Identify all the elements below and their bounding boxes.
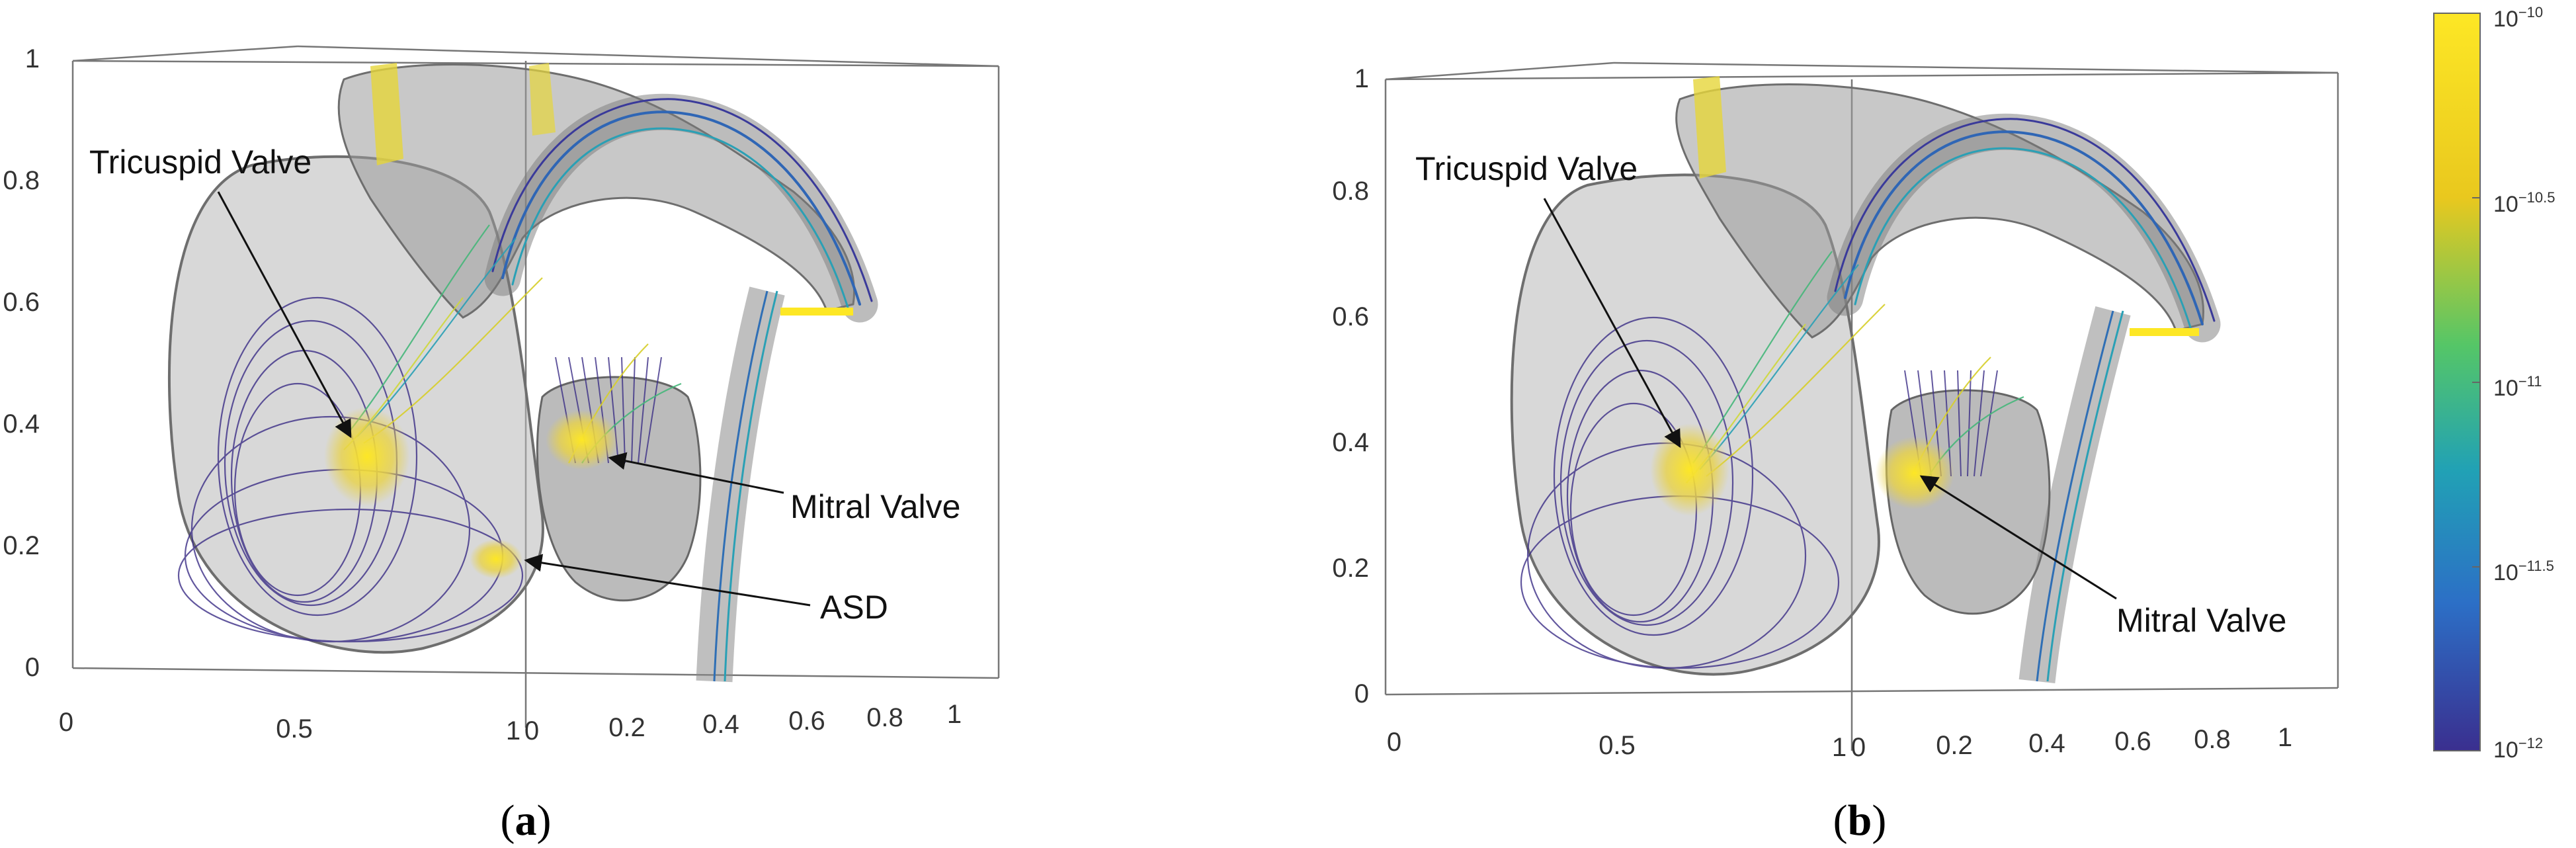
z-tick-0.6: 0.6	[1332, 302, 1369, 331]
x-tick-0.5: 0.5	[276, 714, 313, 743]
x-tick-1: 1	[506, 716, 520, 745]
y-tick-0: 0	[1851, 733, 1866, 762]
colorbar-label-mid-2: 10−11	[2493, 373, 2542, 401]
y-tick-1: 1	[947, 700, 962, 729]
colorbar-label-mid-1: 10−10.5	[2493, 189, 2555, 217]
arrow-mitral-valve	[608, 452, 784, 494]
z-tick-0.2: 0.2	[1332, 554, 1369, 583]
y-tick-1: 1	[2278, 723, 2292, 752]
annotation-mitral-valve: Mitral Valve	[790, 488, 960, 525]
panel-a-y-tick-labels: 0 0.2 0.4 0.6 0.8 1	[524, 700, 962, 745]
panel-a: 0 0.2 0.4 0.6 0.8 1 0 0.5 1 0 0.2 0.4 0.…	[3, 44, 1000, 845]
colorbar-label-mid-3: 10−11.5	[2493, 558, 2554, 585]
colorbar-label-top: 10−10	[2493, 4, 2543, 32]
z-tick-1: 1	[1354, 64, 1369, 93]
y-tick-0.4: 0.4	[2028, 729, 2065, 758]
z-tick-0.8: 0.8	[3, 166, 40, 195]
arrow-asd	[524, 554, 811, 607]
z-tick-0: 0	[25, 653, 40, 682]
y-tick-0.8: 0.8	[866, 703, 903, 732]
y-tick-0.2: 0.2	[608, 713, 645, 742]
z-tick-0: 0	[1354, 679, 1369, 708]
arrow-tricuspid-valve	[1543, 198, 1681, 448]
z-tick-0.8: 0.8	[1332, 177, 1369, 206]
panel-b: 0 0.2 0.4 0.6 0.8 1 0 0.5 1 0 0.2 0.4 0.…	[1332, 62, 2339, 845]
panel-b-x-tick-labels: 0 0.5 1	[1387, 728, 1847, 762]
panel-b-annotations: Tricuspid Valve Mitral Valve	[1415, 150, 2286, 639]
panel-a-heart-render	[167, 63, 878, 683]
y-tick-0: 0	[524, 716, 539, 745]
annotation-tricuspid-valve: Tricuspid Valve	[1415, 150, 1638, 187]
z-tick-0.2: 0.2	[3, 531, 40, 560]
colorbar-label-bottom: 10−12	[2493, 735, 2543, 763]
arrow-tricuspid-valve	[217, 191, 352, 439]
panel-b-caption: (b)	[1833, 796, 1887, 845]
colorbar: 10−10 10−10.5 10−11 10−11.5 10−12	[2433, 4, 2555, 763]
x-tick-0: 0	[1387, 728, 1401, 757]
panel-b-y-tick-labels: 0 0.2 0.4 0.6 0.8 1	[1851, 723, 2292, 762]
arrow-mitral-valve	[1919, 475, 2117, 600]
annotation-asd: ASD	[820, 589, 888, 626]
y-tick-0.6: 0.6	[2114, 727, 2151, 756]
panel-b-heart-render	[1510, 76, 2221, 684]
y-tick-0.8: 0.8	[2194, 725, 2231, 754]
y-tick-0.6: 0.6	[788, 706, 825, 736]
annotation-mitral-valve: Mitral Valve	[2116, 602, 2286, 639]
x-tick-0.5: 0.5	[1599, 731, 1636, 760]
x-tick-1: 1	[1832, 733, 1847, 762]
x-tick-0: 0	[59, 708, 73, 737]
panel-a-annotations: Tricuspid Valve Mitral Valve ASD	[89, 144, 960, 626]
annotation-tricuspid-valve: Tricuspid Valve	[89, 144, 312, 181]
z-tick-0.4: 0.4	[3, 409, 40, 439]
panel-a-x-tick-labels: 0 0.5 1	[59, 708, 520, 745]
y-tick-0.4: 0.4	[702, 710, 739, 739]
y-tick-0.2: 0.2	[1936, 731, 1973, 760]
panel-b-z-tick-labels: 0 0.2 0.4 0.6 0.8 1	[1332, 64, 1369, 708]
panel-a-z-tick-labels: 0 0.2 0.4 0.6 0.8 1	[3, 44, 40, 682]
z-tick-0.4: 0.4	[1332, 428, 1369, 457]
panel-a-caption: (a)	[501, 796, 552, 845]
z-tick-1: 1	[25, 44, 40, 73]
z-tick-0.6: 0.6	[3, 288, 40, 317]
